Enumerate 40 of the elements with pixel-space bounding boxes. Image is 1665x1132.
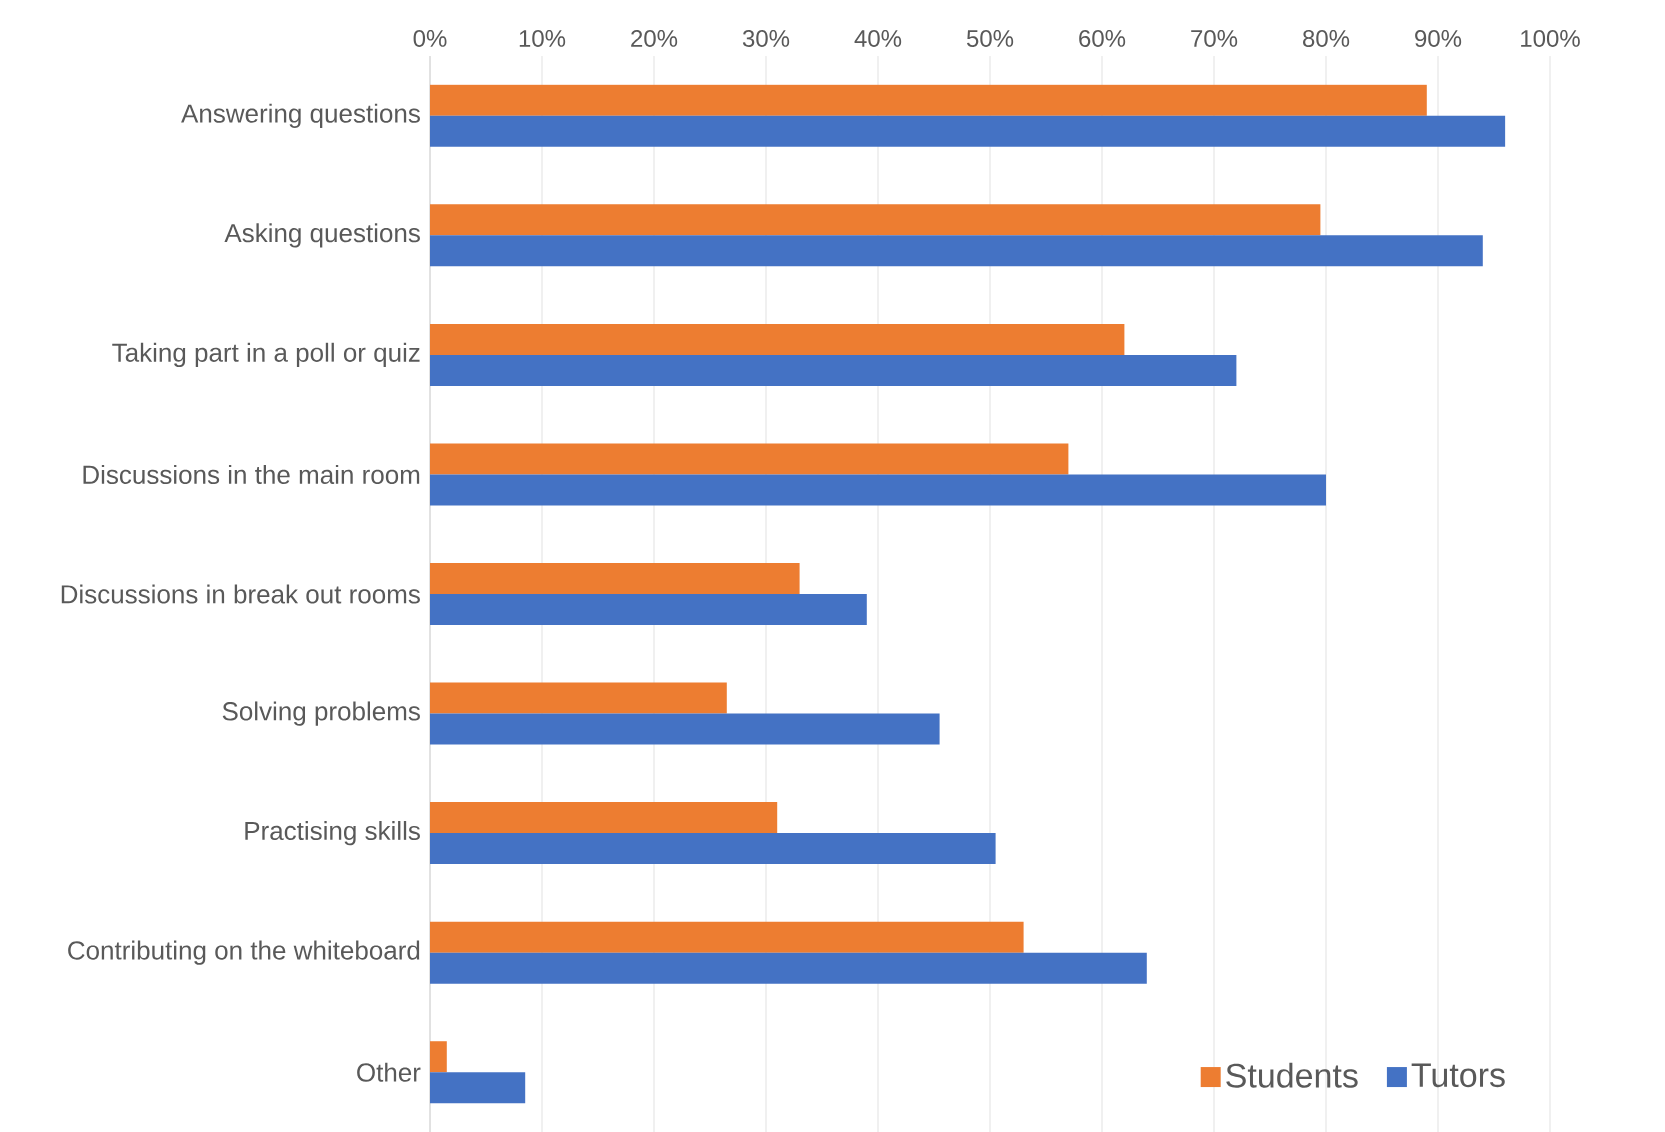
x-tick-label: 0% <box>413 29 447 47</box>
legend-label: Students <box>1226 1062 1358 1088</box>
x-tick-label: 70% <box>1191 29 1238 47</box>
bar <box>430 474 1326 506</box>
bar <box>430 235 1483 267</box>
bar <box>430 563 800 595</box>
bar <box>430 594 867 626</box>
x-tick-label: 20% <box>631 29 678 47</box>
x-tick-label: 100% <box>1521 29 1580 47</box>
y-tick-label: Practising skills <box>245 820 420 846</box>
bar <box>430 443 1069 475</box>
bar <box>430 115 1506 147</box>
y-tick-label: Asking questions <box>224 223 420 248</box>
y-tick-label: Taking part in a poll or quiz <box>112 342 420 368</box>
bar <box>430 354 1237 386</box>
y-tick-label: Other <box>357 1062 421 1082</box>
bar <box>430 323 1125 355</box>
x-tick-label: 10% <box>519 29 566 47</box>
bar <box>430 802 778 834</box>
bar <box>430 921 1024 953</box>
bar <box>430 204 1321 236</box>
y-tick-label: Contributing on the whiteboard <box>68 940 420 965</box>
bar <box>430 1072 526 1104</box>
legend-label: Tutors <box>1411 1063 1505 1088</box>
y-tick-label: Answering questions <box>181 103 420 128</box>
bar <box>430 833 996 865</box>
y-tick-label: Discussions in the main room <box>83 464 420 484</box>
y-tick-label: Discussions in break out rooms <box>61 584 420 604</box>
bar <box>430 713 940 745</box>
x-tick-label: 60% <box>1079 29 1126 47</box>
y-tick-label: Solving problems <box>222 701 420 726</box>
x-tick-label: 50% <box>966 29 1014 47</box>
x-tick-label: 40% <box>854 29 902 47</box>
bar <box>430 84 1427 116</box>
bar <box>430 682 727 714</box>
x-tick-label: 80% <box>1303 29 1350 47</box>
bar <box>430 952 1147 984</box>
x-tick-label: 90% <box>1415 29 1462 47</box>
bar <box>430 1041 447 1073</box>
x-tick-label: 30% <box>742 29 790 47</box>
